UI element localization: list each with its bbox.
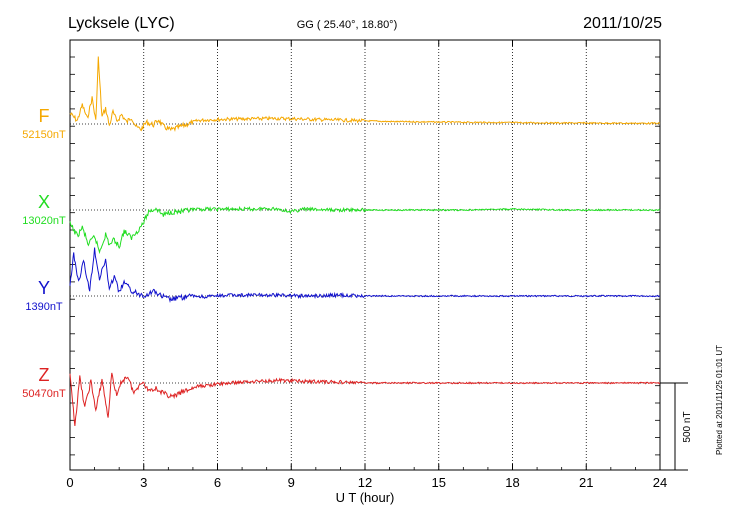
x-tick-label: 12: [358, 475, 372, 490]
plotted-timestamp: Plotted at 2011/11/25 01:01 UT: [715, 345, 724, 455]
x-axis-ticks: 0 3 6 9 12 15 18 21 24: [66, 40, 667, 490]
station-coordinates: GG ( 25.40°, 18.80°): [297, 19, 398, 31]
series-line-x: [69, 205, 661, 255]
series-line-y: [69, 247, 661, 304]
x-axis-label: U T (hour): [336, 490, 395, 505]
series-baseline-z: 50470nT: [22, 388, 66, 400]
series-labels: F 52150nT X 13020nT Y 1390nT Z 50470nT: [22, 106, 66, 400]
minor-ticks: [70, 56, 660, 456]
x-tick-label: 24: [653, 475, 667, 490]
chart-date: 2011/10/25: [583, 15, 662, 32]
plot-frame: [69, 39, 661, 471]
series-line-z: [69, 372, 661, 426]
x-tick-label: 9: [288, 475, 295, 490]
scale-bar: 500 nT: [660, 382, 693, 471]
series-group: [69, 56, 661, 426]
station-title: Lycksele (LYC): [68, 15, 175, 32]
x-tick-label: 6: [214, 475, 221, 490]
x-tick-label: 3: [140, 475, 147, 490]
series-name-z: Z: [39, 365, 50, 385]
series-baseline-y: 1390nT: [25, 301, 63, 313]
series-name-x: X: [38, 192, 50, 212]
series-baseline-f: 52150nT: [22, 129, 66, 141]
series-line-f: [69, 56, 661, 133]
series-baseline-x: 13020nT: [22, 215, 66, 227]
grid-lines: [143, 40, 587, 470]
x-tick-label: 15: [432, 475, 446, 490]
series-name-f: F: [39, 106, 50, 126]
scale-bar-label: 500 nT: [682, 411, 693, 442]
series-name-y: Y: [38, 278, 50, 298]
x-tick-label: 21: [579, 475, 593, 490]
x-tick-label: 18: [505, 475, 519, 490]
x-tick-label: 0: [66, 475, 73, 490]
